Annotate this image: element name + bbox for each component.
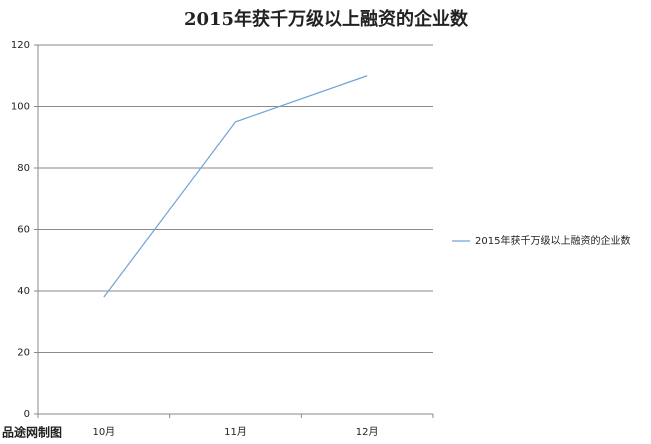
y-tick-label: 40 [17,286,30,297]
watermark: 品途网制图 [2,425,62,440]
y-tick-label: 120 [11,40,30,51]
y-tick-label: 60 [17,225,30,236]
y-tick-label: 0 [24,409,30,420]
x-tick-label: 10月 [92,426,115,438]
y-tick-label: 80 [17,163,30,174]
series-line [103,75,368,298]
x-tick-label: 12月 [356,426,379,438]
y-tick-label: 100 [11,102,30,113]
x-tick-label: 11月 [224,426,247,438]
y-tick-label: 20 [17,348,30,359]
chart-title: 2015年获千万级以上融资的企业数 [184,8,469,30]
legend-label: 2015年获千万级以上融资的企业数 [475,234,630,247]
